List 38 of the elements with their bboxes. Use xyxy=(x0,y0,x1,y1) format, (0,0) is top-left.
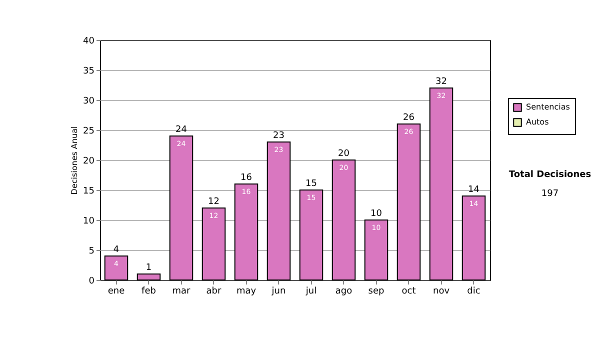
text: 197 xyxy=(540,189,560,199)
x-tick-label: ene xyxy=(108,286,126,296)
x-tick-label: feb xyxy=(142,286,156,296)
total-label: 10 xyxy=(370,209,382,219)
text: Total Decisiones xyxy=(508,170,592,180)
x-tick-label: abr xyxy=(206,286,222,296)
total-label: 14 xyxy=(468,185,480,195)
total-label: 4 xyxy=(113,245,120,255)
total-label: 1 xyxy=(146,263,152,273)
x-tick-label: may xyxy=(236,286,257,296)
total-label: 15 xyxy=(306,179,317,189)
x-tick-label: ago xyxy=(335,286,353,296)
x-tick-label: oct xyxy=(402,286,416,296)
x-tick-label: jun xyxy=(270,286,286,296)
total-label: 12 xyxy=(208,197,220,207)
total-label: 16 xyxy=(240,173,252,183)
y-tick-label: 5 xyxy=(88,246,94,256)
total-label: 24 xyxy=(176,125,188,135)
legend-label: Autos xyxy=(526,118,549,126)
y-tick-label: 20 xyxy=(83,156,95,166)
x-tick-label: nov xyxy=(432,286,450,296)
total-label: 20 xyxy=(338,149,350,159)
y-tick-label: 40 xyxy=(83,36,95,46)
y-tick-label: 10 xyxy=(83,216,95,226)
total-label: 26 xyxy=(403,113,415,123)
x-tick-label: mar xyxy=(172,286,191,296)
total-label: 32 xyxy=(436,77,447,87)
total-label: 23 xyxy=(273,131,284,141)
x-tick-label: dic xyxy=(467,286,480,296)
y-axis-title: Decisiones Anual xyxy=(70,126,80,195)
x-tick-label: jul xyxy=(304,286,317,296)
y-tick-label: 15 xyxy=(83,186,94,196)
legend-label: Sentencias xyxy=(526,102,570,112)
y-tick-label: 25 xyxy=(83,126,94,136)
y-tick-label: 30 xyxy=(83,96,95,106)
y-tick-label: 0 xyxy=(88,276,95,286)
y-tick-label: 35 xyxy=(83,66,94,76)
x-tick-label: sep xyxy=(368,286,384,296)
